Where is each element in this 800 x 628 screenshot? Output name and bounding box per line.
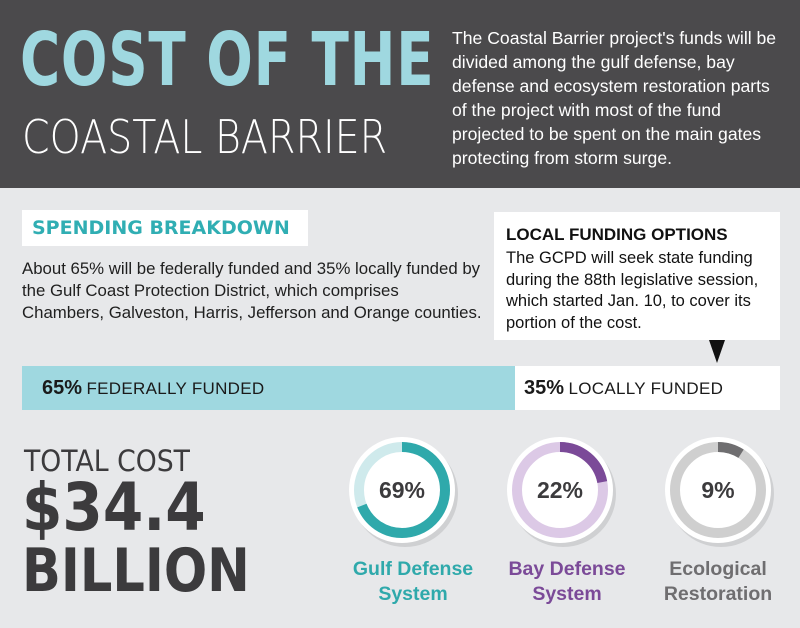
page-title: COST OF THE [20, 17, 435, 103]
federal-funding-label: 65% FEDERALLY FUNDED [42, 366, 264, 410]
spending-breakdown-text: About 65% will be federally funded and 3… [22, 259, 482, 322]
donut-hole [681, 453, 755, 527]
donut-category-label-line: Ecological [669, 558, 767, 580]
donut-category-label-line: Gulf Defense [352, 558, 474, 580]
local-funding-pct: 35% [524, 377, 565, 399]
donut-category-label: Gulf Defense System [328, 557, 498, 607]
page-subtitle: COASTAL BARRIER [22, 110, 388, 164]
federal-funding-pct: 65% [42, 377, 83, 399]
donut-hole [523, 453, 597, 527]
spending-breakdown-title: SPENDING BREAKDOWN [22, 210, 308, 246]
donut-1: 69% [349, 437, 458, 547]
donut-slice-1 [354, 442, 450, 538]
local-funding-text: The GCPD will seek state funding during … [506, 249, 759, 332]
header-banner: COST OF THE COASTAL BARRIER The Coastal … [0, 0, 800, 188]
local-funding-title: LOCAL FUNDING OPTIONS [506, 225, 728, 244]
donut-category-label-line: System [532, 583, 602, 605]
donut-hole [365, 453, 439, 527]
donut-3: 9% [665, 437, 774, 547]
donut-2: 22% [507, 437, 616, 547]
donut-value-label: 9% [701, 477, 734, 503]
donut-value-label: 22% [537, 477, 583, 503]
intro-text: The Coastal Barrier project's funds will… [452, 28, 777, 168]
donut-category-label-line: System [378, 583, 448, 605]
federal-funding-segment [22, 366, 515, 410]
donut-slice-3 [670, 442, 766, 538]
donut-slice-2 [512, 442, 608, 538]
total-cost-unit: BILLION [22, 536, 250, 606]
donut-category-label-line: Restoration [663, 583, 773, 605]
funding-bar: 65% FEDERALLY FUNDED 35% LOCALLY FUNDED [22, 366, 780, 410]
callout-pointer-icon [709, 340, 725, 363]
federal-funding-text: FEDERALLY FUNDED [86, 379, 265, 398]
local-funding-label: 35% LOCALLY FUNDED [524, 366, 723, 410]
total-cost-value: $34.4 [22, 469, 206, 546]
donut-category-label-line: Bay Defense [508, 558, 626, 580]
local-funding-bar-text: LOCALLY FUNDED [568, 379, 724, 398]
donut-category-label: Bay Defense System [482, 557, 652, 607]
donut-category-label: Ecological Restoration [633, 557, 800, 607]
total-cost-label: TOTAL COST [24, 444, 190, 478]
local-funding-callout: LOCAL FUNDING OPTIONS The GCPD will seek… [494, 212, 780, 340]
donut-value-label: 69% [379, 477, 425, 503]
